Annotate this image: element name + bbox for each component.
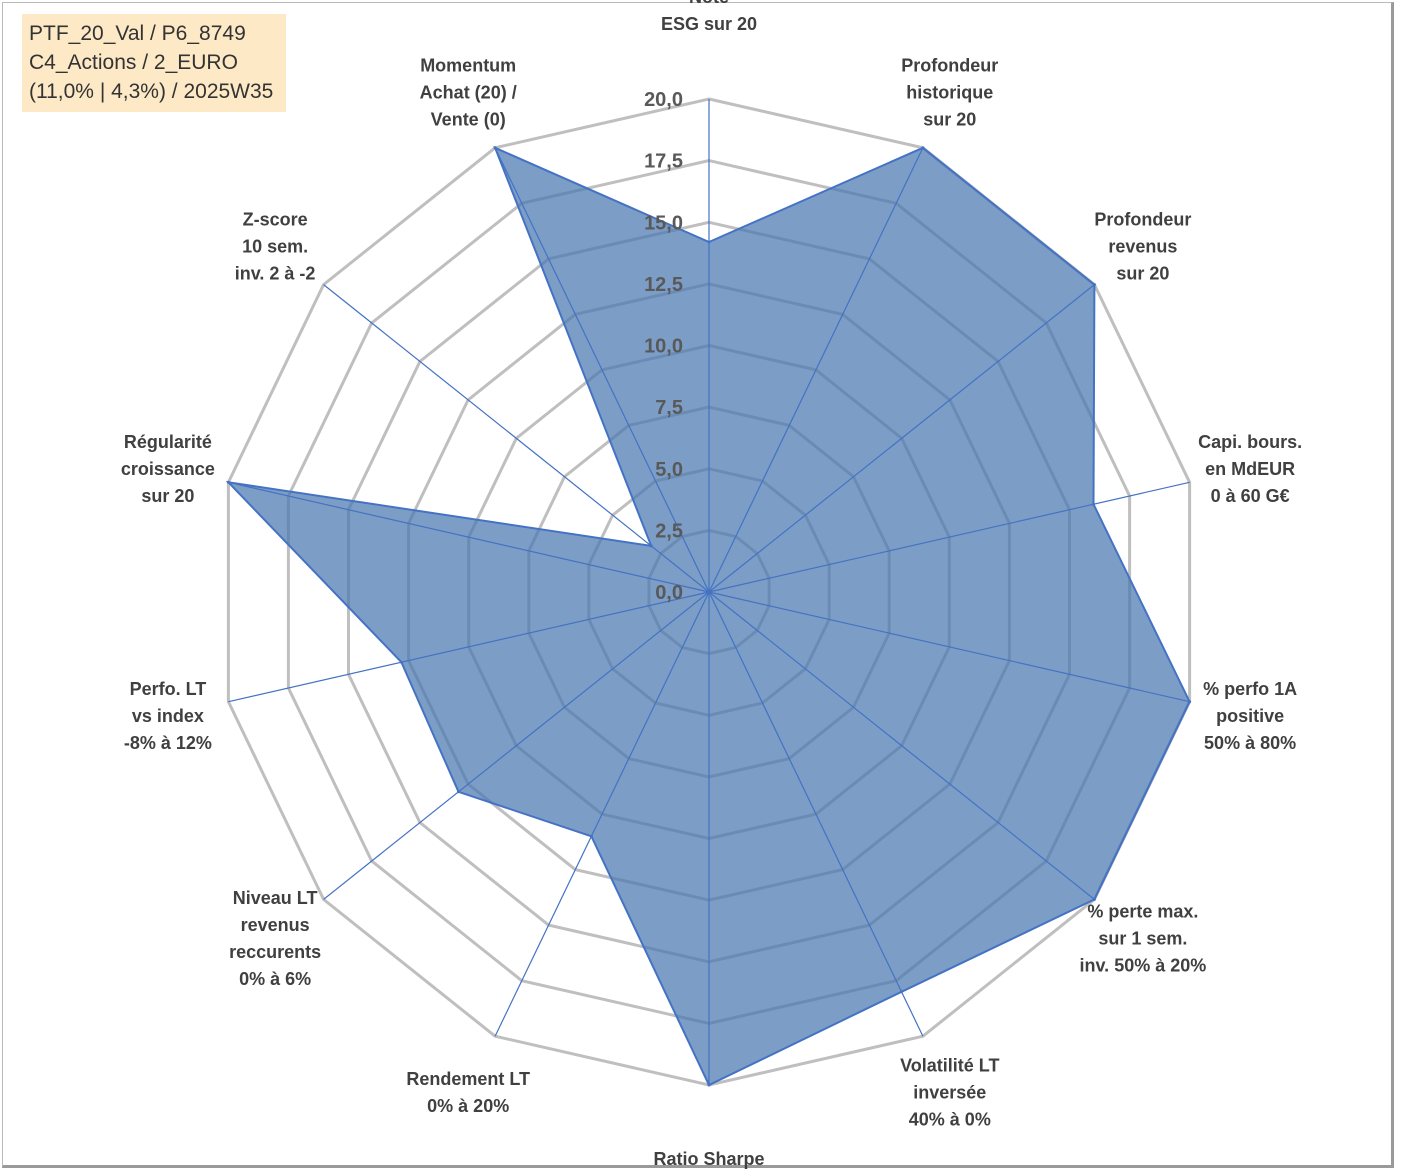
spoke-3 bbox=[708, 481, 1190, 593]
axis-label-10: Perfo. LT vs index -8% à 12% bbox=[124, 679, 212, 753]
radar-spokes bbox=[228, 99, 1190, 1085]
axis-label-1: Profondeur historique sur 20 bbox=[901, 56, 998, 130]
tick-label: 7,5 bbox=[655, 397, 683, 419]
axis-label-6: Volatilité LT inversée 40% à 0% bbox=[900, 1056, 999, 1130]
tick-label: 20,0 bbox=[644, 89, 683, 111]
axis-label-2: Profondeur revenus sur 20 bbox=[1094, 210, 1191, 284]
spoke-5 bbox=[708, 591, 1095, 900]
spoke-1 bbox=[708, 147, 924, 593]
info-line-portfolio: PTF_20_Val / P6_8749 bbox=[29, 22, 246, 45]
spoke-9 bbox=[323, 591, 710, 900]
tick-label: 2,5 bbox=[655, 520, 683, 542]
radar-tick-labels: 0,0 2,5 5,0 7,5 10,0 12,5 15,0 17,5 20,0 bbox=[644, 89, 683, 604]
spoke-8 bbox=[494, 591, 710, 1037]
tick-label: 10,0 bbox=[644, 336, 683, 358]
axis-label-8: Rendement LT 0% à 20% bbox=[406, 1069, 530, 1116]
axis-label-12: Z-score 10 sem. inv. 2 à -2 bbox=[235, 210, 316, 284]
tick-label: 15,0 bbox=[644, 212, 683, 234]
tick-label: 17,5 bbox=[644, 151, 683, 173]
axis-label-13: Momentum Achat (20) / Vente (0) bbox=[420, 56, 517, 130]
axis-label-11: Régularité croissance sur 20 bbox=[121, 432, 215, 506]
tick-label: 5,0 bbox=[655, 459, 683, 481]
spoke-2 bbox=[708, 284, 1095, 593]
spoke-6 bbox=[708, 591, 924, 1037]
tick-label: 12,5 bbox=[644, 274, 683, 296]
axis-label-9: Niveau LT revenus reccurents 0% à 6% bbox=[229, 888, 321, 989]
axis-label-7: Ratio Sharpe0 à 1 bbox=[653, 1149, 764, 1174]
info-line-stats: (11,0% | 4,3%) / 2025W35 bbox=[29, 80, 274, 103]
spoke-12 bbox=[323, 284, 710, 593]
tick-label: 0,0 bbox=[655, 582, 683, 604]
spoke-4 bbox=[708, 591, 1190, 703]
portfolio-info-box: PTF_20_Val / P6_8749 C4_Actions / 2_EURO… bbox=[22, 14, 286, 112]
axis-label-0: NoteESG sur 20 bbox=[661, 0, 757, 34]
spoke-13 bbox=[494, 147, 710, 593]
spoke-11 bbox=[228, 481, 710, 593]
spoke-10 bbox=[228, 591, 710, 703]
axis-label-3: Capi. bours. en MdEUR 0 à 60 G€ bbox=[1198, 432, 1302, 506]
axis-label-5: % perte max. sur 1 sem. inv. 50% à 20% bbox=[1080, 902, 1207, 976]
info-line-category: C4_Actions / 2_EURO bbox=[29, 51, 238, 74]
axis-label-4: % perfo 1A positive 50% à 80% bbox=[1203, 679, 1297, 753]
